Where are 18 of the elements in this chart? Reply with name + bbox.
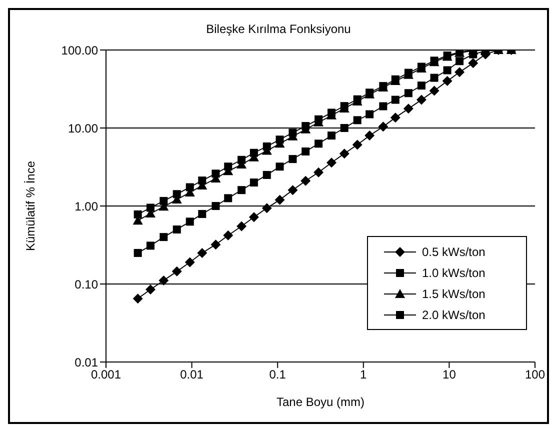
x-axis-title: Tane Boyu (mm) bbox=[276, 395, 365, 409]
chart-title: Bileşke Kırılma Fonksiyonu bbox=[205, 22, 352, 36]
x-tick-label: 10 bbox=[442, 368, 456, 382]
y-tick-label: 10.00 bbox=[68, 121, 98, 136]
y-axis-title: Kümülatif % İnce bbox=[23, 160, 38, 252]
y-tick-label: 100.00 bbox=[61, 43, 98, 58]
x-tick-label: 1 bbox=[360, 368, 368, 382]
legend-label: 1.5 kWs/ton bbox=[422, 286, 486, 300]
y-tick-label: 1.00 bbox=[74, 199, 98, 214]
x-tick-label: 100 bbox=[524, 368, 546, 382]
legend-label: 0.5 kWs/ton bbox=[422, 244, 486, 258]
x-tick-label: 0.1 bbox=[269, 368, 286, 382]
x-tick-label: 0.001 bbox=[90, 368, 122, 382]
y-tick-label: 0.01 bbox=[74, 355, 98, 370]
x-tick-label: 0.01 bbox=[180, 368, 204, 382]
legend-label: 2.0 kWs/ton bbox=[422, 308, 486, 322]
y-tick-label: 0.10 bbox=[74, 277, 98, 292]
legend-label: 1.0 kWs/ton bbox=[422, 266, 486, 280]
